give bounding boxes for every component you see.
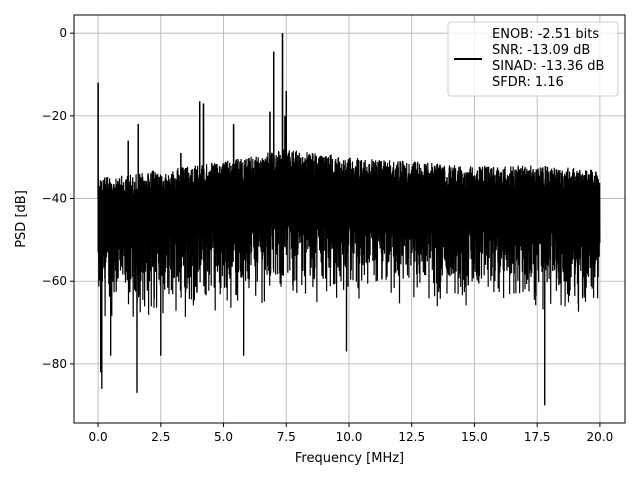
x-tick-label: 20.0 [587,430,614,444]
x-tick-label: 2.5 [151,430,170,444]
y-tick-label: −40 [42,192,67,206]
x-tick-label: 10.0 [336,430,363,444]
x-axis: 0.0 2.5 5.0 7.5 10.0 12.5 15.0 17.5 20.0 [89,423,614,444]
x-tick-label: 7.5 [277,430,296,444]
x-tick-label: 0.0 [89,430,108,444]
y-axis-label: PSD [dB] [14,190,29,248]
legend-sfdr: SFDR: 1.16 [492,75,564,90]
psd-line [97,33,601,406]
x-tick-label: 15.0 [461,430,488,444]
x-axis-label: Frequency [MHz] [295,451,404,466]
legend-snr: SNR: -13.09 dB [492,43,590,58]
y-tick-label: −80 [42,357,67,371]
legend-box [447,21,619,97]
legend-enob: ENOB: -2.51 bits [492,27,599,42]
legend: ENOB: -2.51 bits SNR: -13.09 dB SINAD: -… [447,21,619,97]
x-tick-label: 12.5 [398,430,425,444]
x-tick-label: 5.0 [214,430,233,444]
y-axis: 0 −20 −40 −60 −80 [42,26,74,371]
y-tick-label: 0 [59,26,67,40]
x-tick-label: 17.5 [524,430,551,444]
legend-sinad: SINAD: -13.36 dB [492,59,604,74]
plot-frame [73,14,626,424]
y-tick-label: −60 [42,274,67,288]
y-tick-label: −20 [42,109,67,123]
